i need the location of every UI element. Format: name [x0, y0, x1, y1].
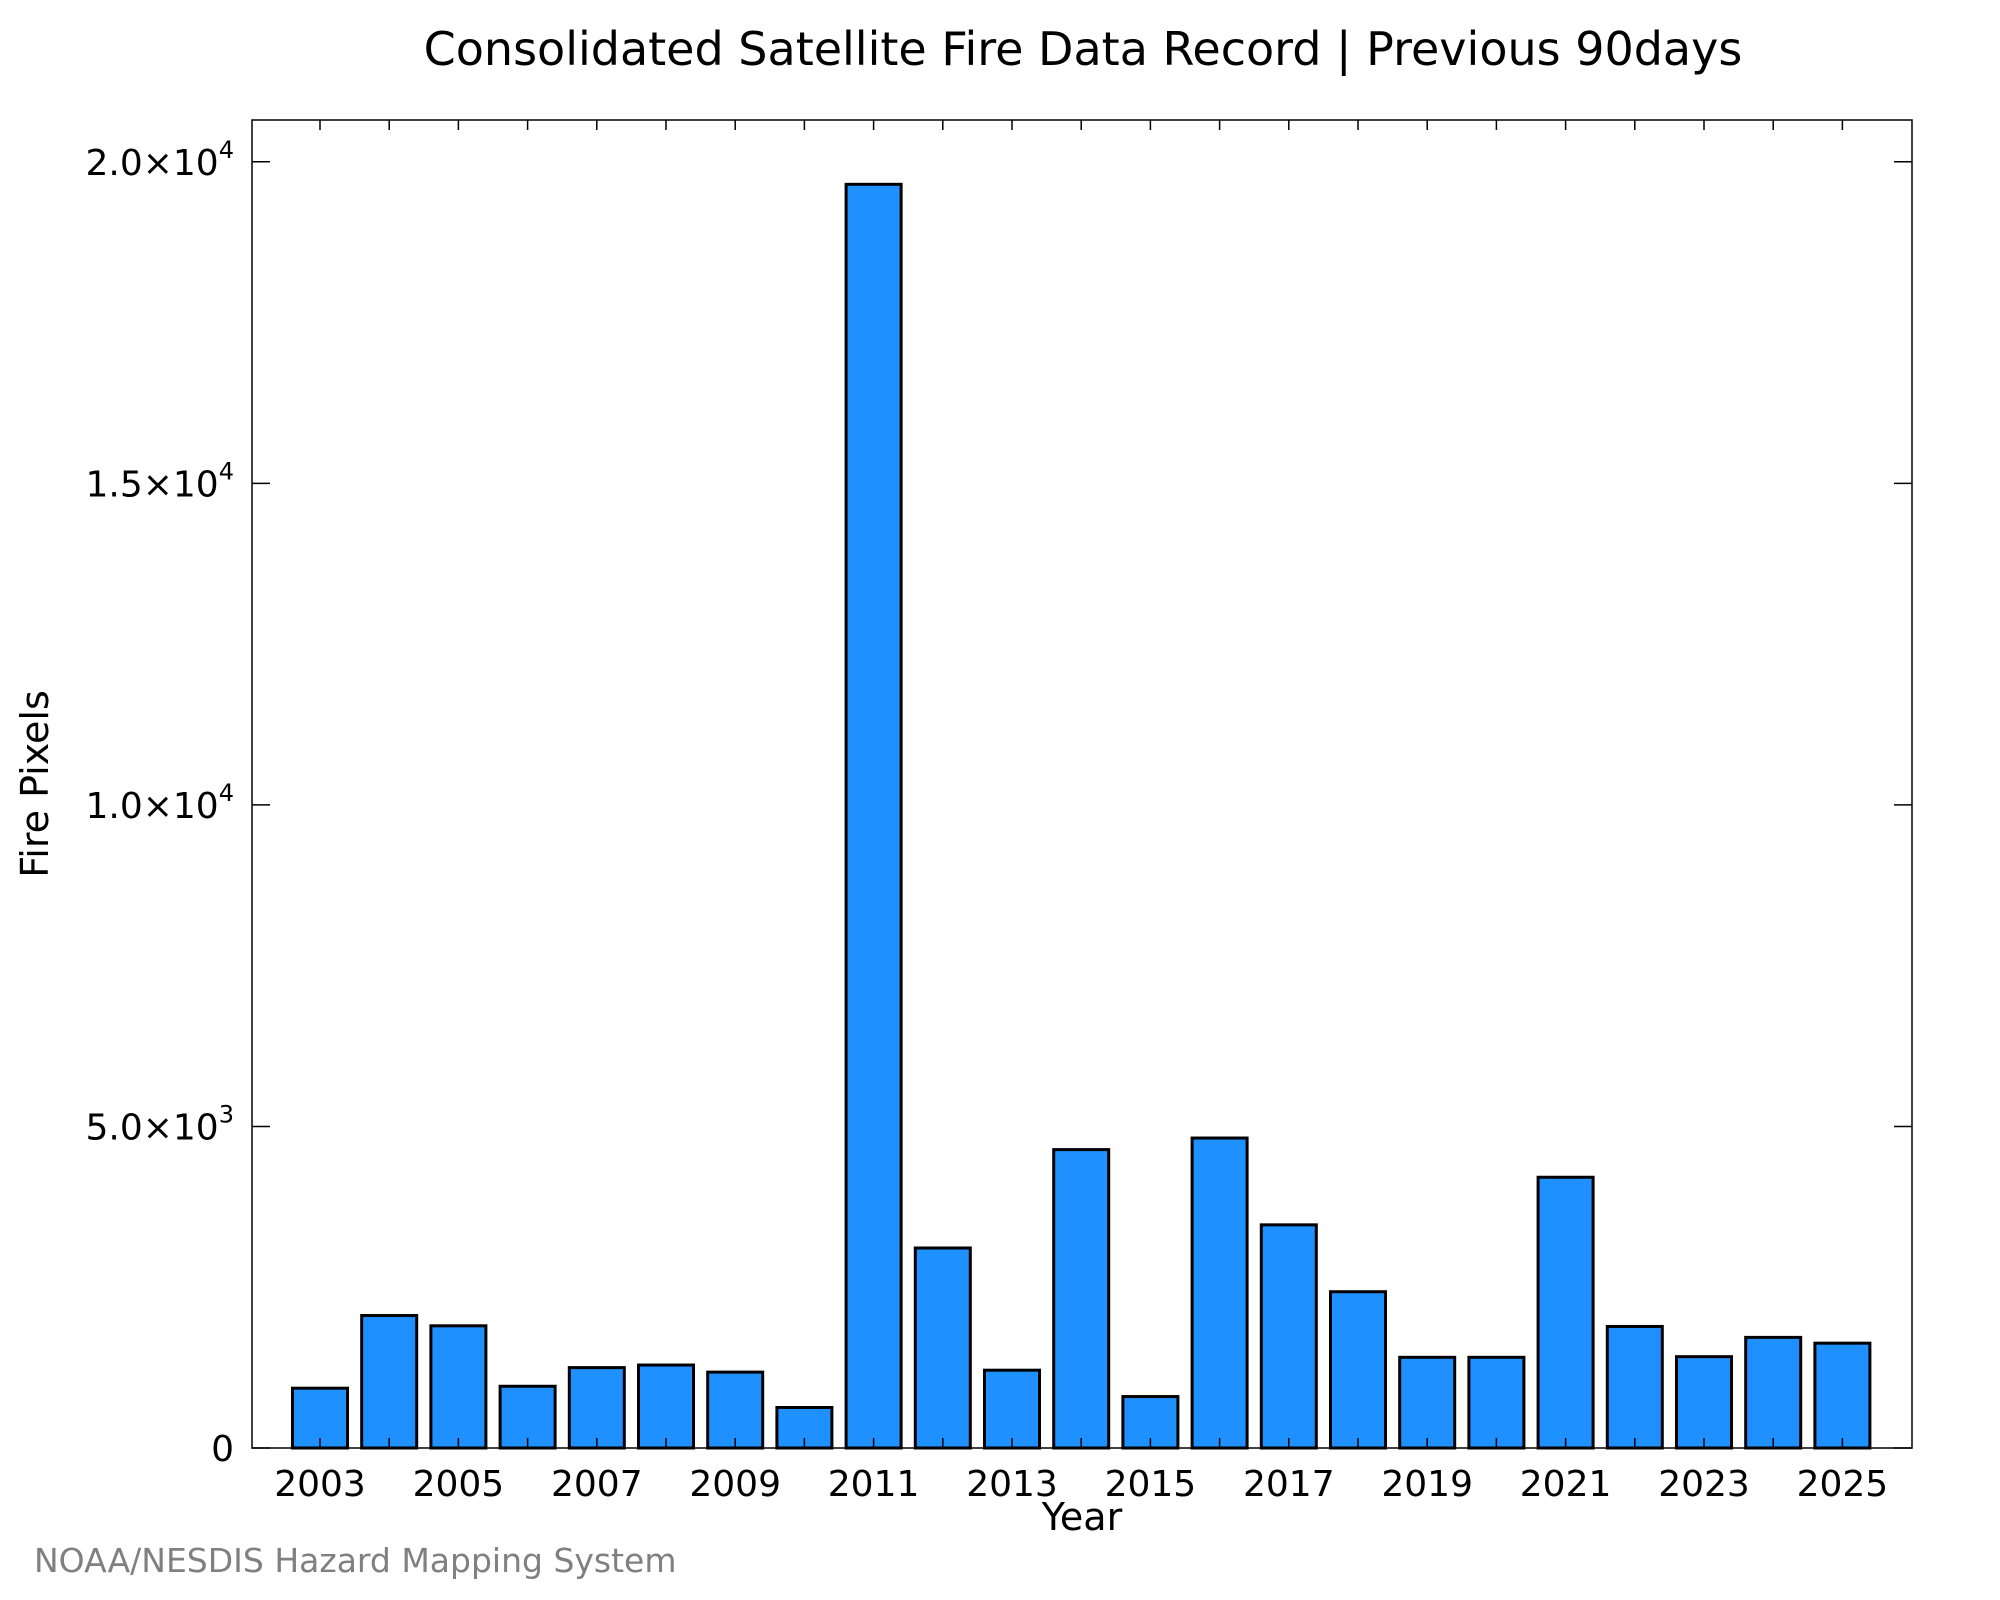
bar-2012 [913, 1246, 972, 1450]
bar-2005 [429, 1324, 488, 1450]
bar-2008 [637, 1363, 695, 1450]
y-tick-label: 1.0×104 [85, 779, 234, 827]
x-tick-label: 2015 [1105, 1464, 1197, 1505]
bar-2018 [1329, 1290, 1387, 1450]
y-tick-label: 1.5×104 [85, 457, 234, 505]
bar-2020 [1467, 1355, 1526, 1450]
bar-2013 [983, 1368, 1041, 1450]
x-tick-label: 2003 [274, 1464, 366, 1505]
x-tick-label: 2023 [1658, 1464, 1750, 1505]
x-tick-label: 2025 [1797, 1464, 1889, 1505]
bar-2019 [1398, 1355, 1457, 1450]
bar-2022 [1605, 1324, 1664, 1450]
bar-2023 [1675, 1355, 1733, 1450]
bar-2016 [1190, 1136, 1249, 1450]
x-tick-label: 2005 [413, 1464, 505, 1505]
bar-2011 [844, 182, 903, 1450]
credit-text: NOAA/NESDIS Hazard Mapping System [34, 1541, 677, 1580]
y-tick-label: 5.0×103 [85, 1100, 234, 1148]
bar-2025 [1813, 1341, 1872, 1450]
y-tick-label: 2.0×104 [85, 136, 234, 184]
bar-2017 [1259, 1223, 1318, 1450]
x-tick-label: 2009 [689, 1464, 781, 1505]
x-axis-label: Year [1041, 1495, 1123, 1539]
x-tick-label: 2019 [1381, 1464, 1473, 1505]
x-tick-label: 2007 [551, 1464, 643, 1505]
x-tick-label: 2011 [828, 1464, 920, 1505]
x-tick-label: 2017 [1243, 1464, 1335, 1505]
axis-ticks: 2003 2005 2007 2009 2011 2013 2015 2017 2019 2021… [85, 120, 1912, 1505]
x-tick-label: 2021 [1520, 1464, 1612, 1505]
bar-2024 [1744, 1335, 1803, 1450]
bar-2009 [706, 1370, 765, 1450]
chart-title: Consolidated Satellite Fire Data Record … [424, 22, 1743, 77]
y-axis-label: Fire Pixels [13, 690, 57, 878]
bars [291, 182, 1872, 1450]
bar-2004 [360, 1314, 419, 1450]
bar-2007 [567, 1366, 626, 1450]
bar-2014 [1052, 1148, 1111, 1450]
y-tick-label: 0 [211, 1429, 234, 1470]
x-tick-label: 2013 [966, 1464, 1058, 1505]
bar-2021 [1536, 1175, 1595, 1450]
